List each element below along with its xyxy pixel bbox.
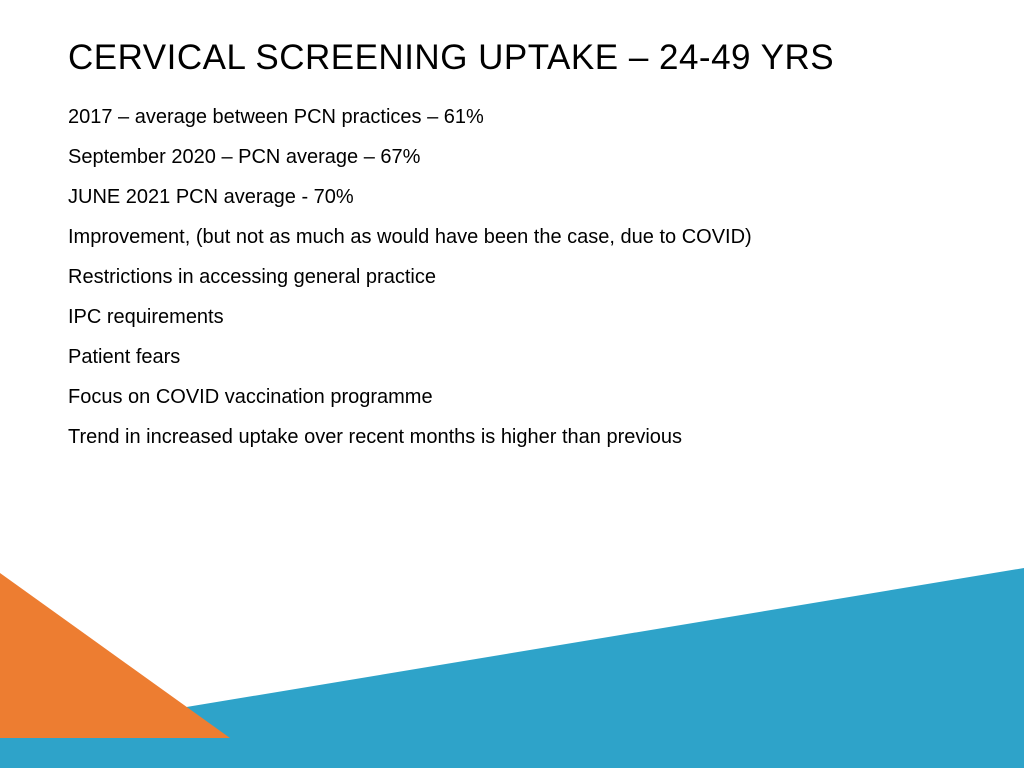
bullet-item: Trend in increased uptake over recent mo… [68, 424, 956, 450]
footer-decoration [0, 568, 1024, 768]
slide-title: CERVICAL SCREENING UPTAKE – 24-49 YRS [68, 38, 956, 78]
bullet-item: September 2020 – PCN average – 67% [68, 144, 956, 170]
bullet-item: Focus on COVID vaccination programme [68, 384, 956, 410]
bullet-item: 2017 – average between PCN practices – 6… [68, 104, 956, 130]
orange-triangle-shape [0, 573, 230, 738]
bullet-item: IPC requirements [68, 304, 956, 330]
bullet-item: Improvement, (but not as much as would h… [68, 224, 956, 250]
bullet-list: 2017 – average between PCN practices – 6… [68, 104, 956, 450]
slide-content: CERVICAL SCREENING UPTAKE – 24-49 YRS 20… [0, 0, 1024, 450]
bullet-item: Patient fears [68, 344, 956, 370]
bullet-item: JUNE 2021 PCN average - 70% [68, 184, 956, 210]
bullet-item: Restrictions in accessing general practi… [68, 264, 956, 290]
